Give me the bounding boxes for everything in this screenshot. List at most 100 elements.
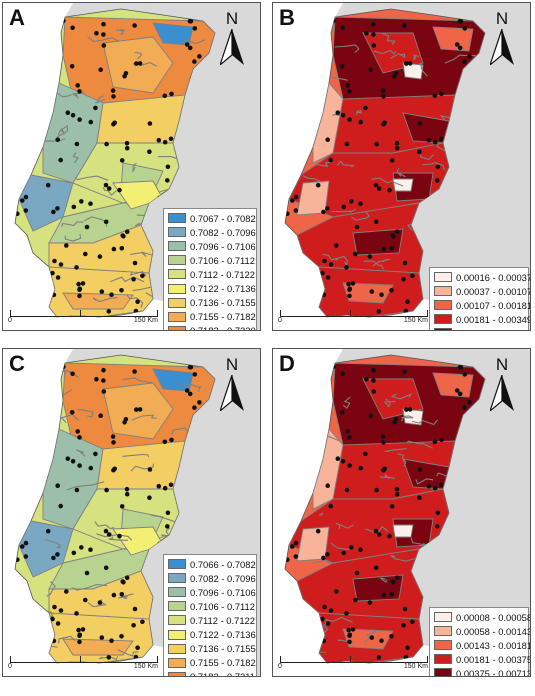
sample-point xyxy=(74,141,80,147)
sample-point xyxy=(315,528,321,534)
sample-point xyxy=(293,194,299,200)
north-arrow-icon: N xyxy=(484,9,520,65)
map-canvas xyxy=(3,3,216,330)
legend-label: 0.00008 - 0.00058 xyxy=(456,611,531,623)
sample-point xyxy=(187,364,193,370)
boundary-line xyxy=(411,419,439,426)
sample-point xyxy=(459,581,465,586)
legend-item: 0.7082 - 0.7096 xyxy=(168,225,256,239)
sample-point xyxy=(135,645,140,650)
sample-point xyxy=(169,437,174,443)
sample-point xyxy=(347,89,352,94)
north-arrow-icon: N xyxy=(214,355,250,411)
sea-area xyxy=(273,3,449,330)
scale-start: 0 xyxy=(278,317,282,324)
boundary-line xyxy=(132,162,137,172)
sample-point xyxy=(103,182,109,188)
scale-bar: 0 150 Km xyxy=(8,656,158,672)
sample-point xyxy=(465,493,470,498)
boundary-line xyxy=(342,396,351,409)
sample-point xyxy=(106,309,112,314)
sample-point xyxy=(353,597,358,603)
sample-point xyxy=(55,552,60,557)
boundary-line xyxy=(180,39,206,45)
sample-point xyxy=(101,389,107,394)
sample-point xyxy=(347,293,352,299)
sample-point xyxy=(134,61,139,66)
legend-swatch xyxy=(434,640,452,651)
sample-point xyxy=(315,182,321,188)
sample-point xyxy=(344,141,350,147)
sample-point xyxy=(467,54,472,59)
legend-swatch xyxy=(168,671,186,676)
sample-point xyxy=(467,400,472,405)
panel-label: C xyxy=(9,351,25,376)
sample-point xyxy=(65,456,71,461)
sample-point xyxy=(339,410,345,415)
sample-point xyxy=(390,233,395,238)
sample-point xyxy=(23,554,29,559)
sample-point xyxy=(374,141,379,147)
sample-point xyxy=(347,435,352,440)
boundary-line xyxy=(130,251,153,258)
scale-bar: 0 150 Km xyxy=(8,310,158,326)
legend-swatch xyxy=(434,286,452,297)
sample-point xyxy=(99,635,105,640)
sample-point xyxy=(402,23,407,28)
sample-point xyxy=(55,206,60,211)
sample-point xyxy=(51,209,56,215)
sample-point xyxy=(325,483,330,488)
sample-point xyxy=(350,627,356,632)
sample-point xyxy=(101,32,106,37)
sample-point xyxy=(162,439,168,445)
sample-point xyxy=(358,201,363,206)
boundary-line xyxy=(180,383,202,393)
sample-point xyxy=(393,417,399,422)
sample-point xyxy=(101,367,106,373)
sample-point xyxy=(112,466,117,472)
sample-point xyxy=(124,575,130,580)
boundary-line xyxy=(194,80,215,93)
sample-point xyxy=(435,524,440,529)
sample-point xyxy=(112,120,117,126)
legend-label: 0.00016 - 0.00037 xyxy=(456,271,531,283)
sample-point xyxy=(402,606,408,612)
boundary-line xyxy=(72,583,108,591)
sample-point xyxy=(340,25,345,31)
sample-point xyxy=(417,495,422,500)
sample-point xyxy=(192,26,198,31)
sample-point xyxy=(124,486,130,492)
legend-item: 0.7122 - 0.7136 xyxy=(168,627,256,641)
sample-point xyxy=(97,600,103,605)
legend-item: 0.00008 - 0.00058 xyxy=(434,610,530,624)
sample-point xyxy=(156,137,162,143)
legend-swatch xyxy=(168,573,186,584)
sample-point xyxy=(106,655,112,660)
sample-point xyxy=(201,536,206,542)
boundary-line xyxy=(363,260,384,270)
map-zone xyxy=(342,282,394,304)
boundary-line xyxy=(60,125,69,135)
sample-point xyxy=(389,504,395,509)
sample-point xyxy=(325,137,330,142)
sample-point xyxy=(157,541,162,547)
sample-point xyxy=(186,187,191,192)
sample-point xyxy=(111,440,116,445)
legend-swatch xyxy=(168,325,186,330)
legend-item: 0.00058 - 0.00143 xyxy=(434,624,530,638)
sample-point xyxy=(124,140,130,146)
sample-point xyxy=(119,288,124,293)
sample-point xyxy=(168,136,174,142)
sample-point xyxy=(117,533,122,539)
sample-point xyxy=(346,627,351,633)
sample-point xyxy=(123,71,129,76)
sample-point xyxy=(325,552,330,557)
sample-point xyxy=(345,83,350,88)
sample-point xyxy=(457,45,463,51)
sample-point xyxy=(20,544,25,549)
sample-point xyxy=(457,18,463,24)
map-zone xyxy=(18,174,74,232)
sample-point xyxy=(346,281,351,287)
boundary-line xyxy=(131,414,157,421)
sample-point xyxy=(103,219,109,225)
